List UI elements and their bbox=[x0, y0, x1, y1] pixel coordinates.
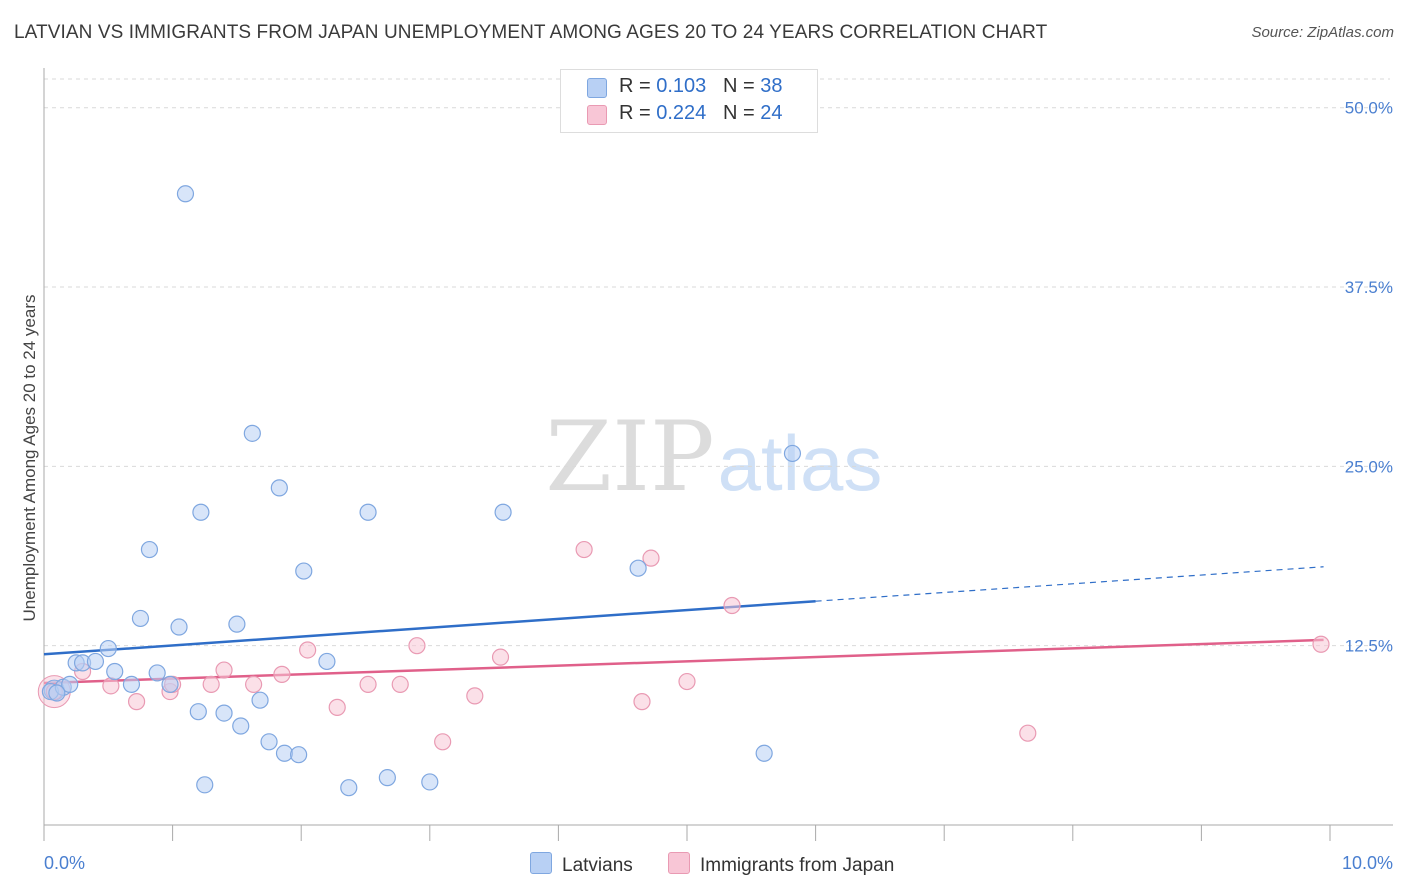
data-point-japan bbox=[328, 698, 346, 716]
data-point-latvians bbox=[359, 503, 377, 521]
data-point-japan bbox=[466, 687, 484, 705]
data-point-japan bbox=[491, 648, 510, 666]
data-point-latvians bbox=[86, 652, 105, 671]
source-credit: Source: ZipAtlas.com bbox=[1251, 24, 1394, 41]
data-point-japan bbox=[127, 693, 146, 711]
data-point-japan bbox=[633, 693, 651, 711]
data-point-japan bbox=[1019, 724, 1037, 742]
data-point-latvians bbox=[189, 703, 207, 721]
bottom-legend-latvians: Latvians bbox=[530, 852, 633, 877]
data-point-japan bbox=[245, 675, 263, 694]
legend-r-value: 0.224 bbox=[656, 102, 707, 124]
data-point-latvians bbox=[61, 675, 79, 694]
legend-n-value: 24 bbox=[760, 102, 783, 124]
trend-line-latvians-extension bbox=[815, 566, 1324, 602]
data-point-japan bbox=[215, 661, 233, 679]
data-point-japan bbox=[575, 540, 593, 559]
data-point-latvians bbox=[270, 479, 288, 497]
data-point-japan bbox=[102, 677, 120, 695]
watermark-zip: ZIP bbox=[545, 401, 714, 513]
legend-n-label: N = bbox=[722, 102, 755, 124]
data-point-latvians bbox=[275, 744, 294, 762]
bottom-legend-label: Immigrants from Japan bbox=[700, 855, 895, 876]
bottom-legend-japan: Immigrants from Japan bbox=[668, 852, 894, 877]
data-point-latvians bbox=[215, 704, 233, 722]
data-point-japan bbox=[299, 641, 317, 659]
trend-line-japan bbox=[43, 638, 1324, 685]
data-point-japan bbox=[642, 549, 660, 567]
data-point-latvians bbox=[295, 562, 313, 580]
data-point-latvians bbox=[228, 615, 246, 633]
data-point-japan bbox=[202, 675, 220, 694]
data-point-latvians bbox=[99, 639, 117, 658]
legend-r-value: 0.103 bbox=[656, 75, 707, 97]
data-point-latvians bbox=[243, 424, 261, 442]
data-point-latvians bbox=[131, 609, 150, 628]
data-point-japan bbox=[408, 637, 426, 655]
trend-line-latvians bbox=[43, 599, 816, 656]
data-point-latvians bbox=[494, 503, 512, 521]
data-point-latvians bbox=[340, 779, 358, 797]
data-point-latvians bbox=[755, 744, 773, 762]
data-point-latvians bbox=[421, 773, 439, 791]
watermark: ZIP atlas bbox=[545, 401, 882, 513]
chart-title: LATVIAN VS IMMIGRANTS FROM JAPAN UNEMPLO… bbox=[14, 22, 1048, 43]
stats-legend: R = 0.103 N = 38 R = 0.224 N = 24 bbox=[560, 69, 818, 133]
y-tick-label: 50.0% bbox=[1345, 99, 1393, 118]
data-point-latvians bbox=[148, 664, 166, 682]
data-point-latvians bbox=[378, 769, 396, 787]
data-point-japan bbox=[723, 596, 741, 615]
legend-r-label: R = bbox=[619, 75, 651, 97]
legend-swatch-blue bbox=[587, 78, 607, 98]
data-point-latvians bbox=[192, 503, 210, 521]
data-point-latvians bbox=[161, 675, 179, 694]
legend-r-label: R = bbox=[619, 102, 651, 124]
bottom-legend-swatch-blue bbox=[530, 852, 552, 874]
y-tick-label: 25.0% bbox=[1345, 457, 1393, 476]
data-point-latvians bbox=[783, 444, 802, 463]
legend-swatch-pink bbox=[587, 105, 607, 125]
data-point-latvians bbox=[170, 618, 188, 636]
data-point-latvians bbox=[251, 691, 269, 709]
data-point-japan bbox=[434, 733, 452, 751]
y-tick-label: 37.5% bbox=[1345, 278, 1393, 297]
watermark-atlas: atlas bbox=[718, 419, 883, 507]
data-point-latvians bbox=[232, 717, 250, 735]
data-point-latvians bbox=[318, 652, 336, 671]
x-tick-label: 0.0% bbox=[44, 853, 85, 873]
data-point-latvians bbox=[629, 559, 647, 577]
legend-n-label: N = bbox=[722, 75, 755, 97]
data-point-latvians bbox=[48, 684, 66, 702]
data-point-japan bbox=[1312, 635, 1330, 653]
bottom-legend-label: Latvians bbox=[562, 855, 633, 876]
data-point-japan bbox=[273, 665, 291, 683]
data-point-japan bbox=[391, 675, 409, 694]
data-point-latvians bbox=[122, 675, 141, 694]
x-tick-label: 10.0% bbox=[1342, 853, 1393, 873]
legend-n-value: 38 bbox=[760, 75, 783, 97]
bottom-legend-swatch-pink bbox=[668, 852, 690, 874]
data-point-latvians bbox=[290, 746, 308, 764]
data-point-latvians bbox=[260, 733, 278, 751]
data-point-latvians bbox=[176, 185, 195, 203]
data-point-latvians bbox=[106, 662, 124, 681]
data-point-latvians bbox=[140, 540, 159, 559]
data-point-japan bbox=[359, 675, 377, 694]
data-point-latvians bbox=[196, 776, 214, 794]
data-point-japan bbox=[678, 672, 696, 691]
y-tick-label: 12.5% bbox=[1345, 637, 1393, 656]
